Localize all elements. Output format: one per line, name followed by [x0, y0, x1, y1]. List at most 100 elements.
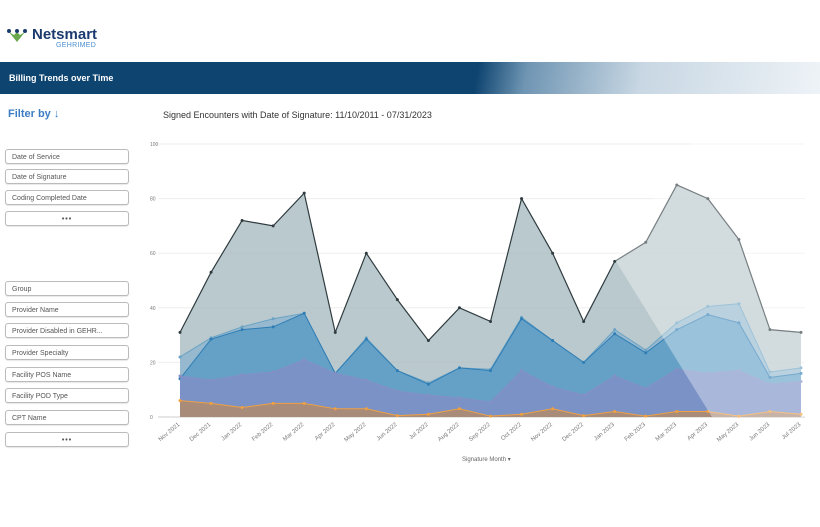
series-0-point	[737, 238, 741, 242]
filter-by-heading[interactable]: Filter by ↓	[8, 108, 60, 120]
series-0-point	[395, 298, 399, 302]
filter-dimension-button[interactable]: CPT Name	[5, 410, 129, 425]
x-tick-label: Jun 2022	[376, 422, 399, 443]
x-tick-label: Aug 2022	[437, 422, 461, 444]
series-4-point	[364, 407, 368, 411]
series-3-point	[768, 382, 772, 386]
filter-dimension-button[interactable]: Provider Name	[5, 302, 129, 317]
series-3-point	[799, 380, 803, 384]
series-2-point	[271, 325, 275, 329]
series-4-point	[240, 405, 244, 409]
filter-dimension-button[interactable]: Provider Disabled in GEHR...	[5, 323, 129, 338]
x-tick-label: Feb 2022	[251, 422, 275, 443]
more-dimension-filters-button[interactable]: •••	[5, 432, 129, 447]
series-0-point	[551, 251, 555, 255]
series-2-point	[675, 328, 679, 332]
series-1-point	[240, 325, 244, 329]
x-tick-label: May 2022	[344, 422, 369, 444]
x-tick-label: Dec 2021	[189, 422, 213, 444]
series-3-point	[457, 396, 461, 400]
series-2-point	[426, 382, 430, 386]
x-tick-label: Jul 2022	[408, 422, 430, 442]
series-2-point	[302, 311, 306, 315]
x-tick-label: Jan 2023	[593, 422, 616, 443]
series-3-point	[178, 374, 182, 378]
netsmart-logo: Netsmart	[6, 27, 97, 43]
series-3-point	[271, 370, 275, 374]
series-1-point	[706, 304, 710, 308]
filter-date-button[interactable]: Coding Completed Date	[5, 190, 129, 205]
series-2-point	[364, 337, 368, 341]
series-3-point	[520, 369, 524, 373]
series-2-point	[551, 339, 555, 343]
series-0-point	[333, 330, 337, 334]
x-tick-label: Jun 2023	[748, 422, 771, 443]
series-0-point	[302, 191, 306, 195]
y-tick-label: 60	[150, 251, 156, 257]
series-0-point	[768, 328, 772, 332]
y-tick-label: 40	[150, 306, 156, 312]
series-3-point	[240, 373, 244, 377]
y-tick-label: 0	[150, 415, 153, 421]
x-tick-label: Nov 2022	[530, 422, 554, 444]
series-2-point	[644, 351, 648, 355]
series-4-point	[209, 401, 213, 405]
filter-date-button[interactable]: Date of Service	[5, 149, 129, 164]
series-4-point	[644, 414, 648, 418]
series-2-point	[520, 317, 524, 321]
series-2-point	[613, 332, 617, 336]
series-4-point	[706, 410, 710, 414]
filter-dimension-button[interactable]: Facility POD Type	[5, 388, 129, 403]
x-tick-label: Oct 2022	[500, 422, 523, 443]
x-axis-title[interactable]: Signature Month ▾	[462, 457, 511, 463]
series-1-point	[644, 348, 648, 352]
filter-dimension-button[interactable]: Group	[5, 281, 129, 296]
series-3-point	[644, 386, 648, 390]
series-0-point	[178, 330, 182, 334]
series-1-point	[613, 328, 617, 332]
series-4-point	[582, 414, 586, 418]
series-3-point	[551, 385, 555, 389]
filter-dimension-button[interactable]: Facility POS Name	[5, 367, 129, 382]
series-4-point	[675, 410, 679, 414]
series-1-point	[768, 370, 772, 374]
filter-dimension-button[interactable]: Provider Specialty	[5, 345, 129, 360]
series-0-point	[644, 240, 648, 244]
series-4-point	[302, 401, 306, 405]
filter-date-button[interactable]: Date of Signature	[5, 169, 129, 184]
series-0-point	[582, 319, 586, 323]
series-0-point	[209, 270, 213, 274]
series-2-point	[240, 328, 244, 332]
series-4-point	[489, 414, 492, 418]
brand-sub: GEHRIMED	[56, 42, 97, 49]
glare-overlay	[614, 130, 820, 417]
series-4-point	[457, 407, 461, 411]
series-3-point	[675, 367, 679, 371]
series-3-point	[706, 371, 710, 375]
x-tick-label: Mar 2022	[282, 422, 306, 443]
x-tick-label: May 2023	[716, 422, 741, 444]
series-2-point	[706, 313, 710, 317]
series-2-point	[582, 360, 586, 364]
page-title: Billing Trends over Time	[9, 73, 114, 83]
series-3-point	[737, 369, 741, 373]
series-0-point	[364, 251, 368, 255]
series-2-point	[395, 369, 399, 373]
series-3-point	[395, 389, 399, 393]
x-tick-label: Sep 2022	[468, 422, 492, 444]
series-2-point	[209, 337, 213, 341]
y-tick-label: 20	[150, 360, 156, 366]
more-date-filters-button[interactable]: •••	[5, 211, 129, 226]
logo-mark-icon	[7, 29, 27, 42]
series-0-point	[240, 218, 244, 222]
series-4-point	[520, 412, 524, 416]
series-3-point	[364, 378, 368, 382]
series-4-point	[551, 407, 555, 411]
series-1-point	[178, 355, 182, 359]
x-tick-label: Apr 2023	[687, 422, 710, 443]
series-4-area	[180, 400, 801, 417]
series-0-point	[271, 224, 275, 228]
series-0-point	[706, 197, 710, 201]
series-4-point	[613, 410, 617, 414]
